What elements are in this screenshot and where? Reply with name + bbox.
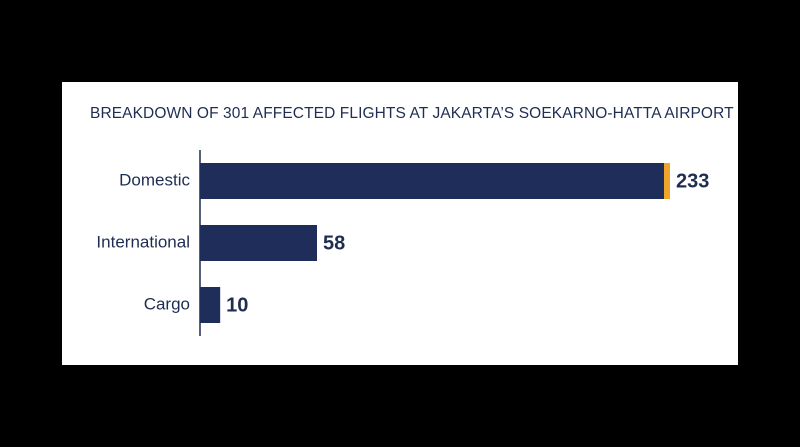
card <box>62 82 738 365</box>
chart-title: BREAKDOWN OF 301 AFFECTED FLIGHTS AT JAK… <box>90 105 734 122</box>
category-label: Cargo <box>144 294 190 313</box>
bar <box>200 163 670 199</box>
value-label: 58 <box>323 232 345 254</box>
value-label: 10 <box>226 294 248 316</box>
bar <box>200 287 221 323</box>
category-label: Domestic <box>119 170 190 189</box>
category-label: International <box>96 232 190 251</box>
bar-end-accent <box>664 163 670 199</box>
value-label: 233 <box>676 170 709 192</box>
bar <box>200 225 317 261</box>
